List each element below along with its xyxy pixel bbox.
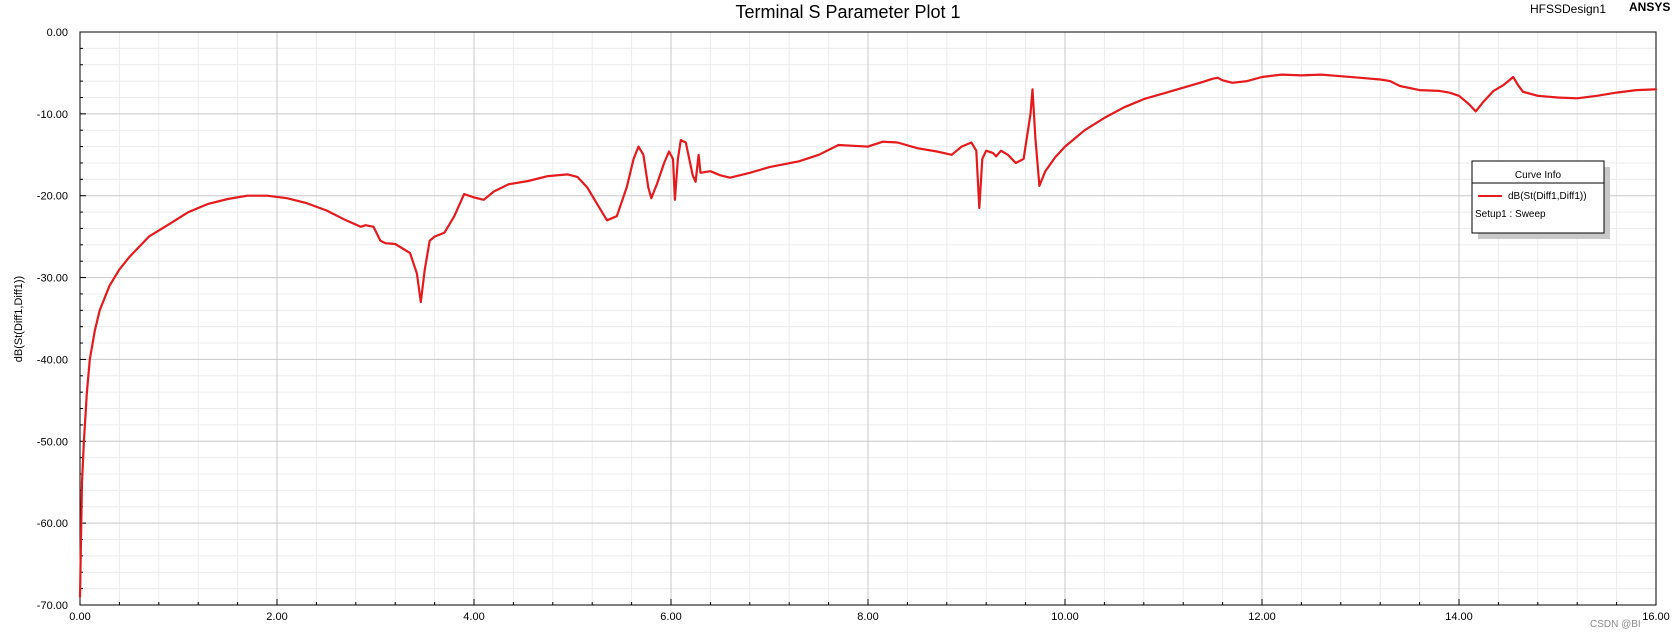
x-tick-label: 14.00	[1445, 611, 1473, 623]
y-tick-label: -30.00	[37, 273, 68, 285]
y-tick-label: -50.00	[37, 436, 68, 448]
y-tick-labels: 0.00 -10.00 -20.00 -30.00 -40.00 -50.00 -60.00…	[37, 27, 68, 612]
y-axis-label: dB(St(Diff1,Diff1))	[13, 276, 25, 362]
watermark: CSDN @BI	[1590, 619, 1641, 630]
series-line	[78, 73, 1658, 598]
curves	[78, 73, 1658, 598]
plot-area-frame	[79, 31, 1657, 606]
curve-info-legend[interactable]: Curve Info dB(St(Diff1,Diff1)) Setup1 : …	[1471, 160, 1610, 239]
y-tick-label: -20.00	[37, 191, 68, 203]
legend-series-label: dB(St(Diff1,Diff1))	[1508, 191, 1587, 202]
x-tick-label: 12.00	[1248, 611, 1276, 623]
y-tick-label: -60.00	[37, 518, 68, 530]
major-grid	[80, 32, 1656, 605]
x-tick-label: 4.00	[463, 611, 484, 623]
x-tick-label: 2.00	[266, 611, 287, 623]
x-tick-label: 0.00	[69, 611, 90, 623]
y-tick-label: -70.00	[37, 600, 68, 612]
legend-setup-label: Setup1 : Sweep	[1475, 209, 1546, 220]
x-tick-label: 6.00	[660, 611, 681, 623]
brand-logo: ANSYS	[1629, 0, 1670, 14]
x-tick-labels: 0.00 2.00 4.00 6.00 8.00 10.00 12.00 14.00 16.00	[69, 611, 1669, 623]
x-tick-label: 16.00	[1642, 611, 1670, 623]
x-tick-label: 8.00	[857, 611, 878, 623]
legend-title: Curve Info	[1515, 170, 1562, 181]
y-tick-label: 0.00	[47, 27, 68, 39]
chart-title: Terminal S Parameter Plot 1	[735, 2, 960, 22]
x-tick-label: 10.00	[1051, 611, 1079, 623]
y-tick-label: -10.00	[37, 109, 68, 121]
design-name: HFSSDesign1	[1530, 2, 1606, 16]
y-tick-label: -40.00	[37, 354, 68, 366]
